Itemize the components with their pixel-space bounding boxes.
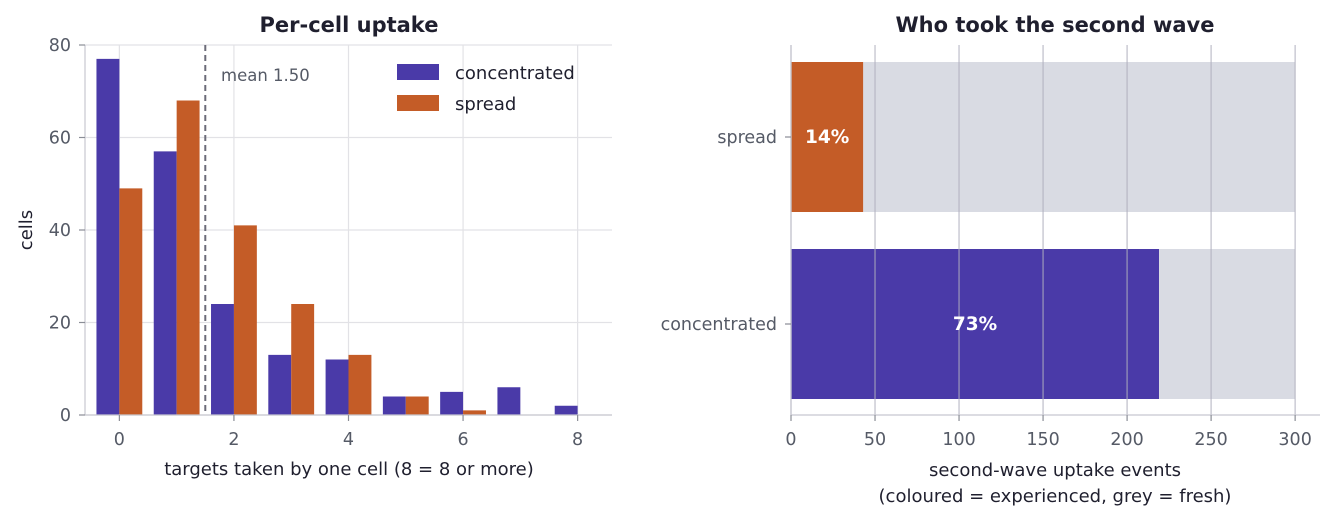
right-x-axis-label: second-wave uptake events <box>929 460 1181 481</box>
left-x-axis-label: targets taken by one cell (8 = 8 or more… <box>164 459 534 480</box>
right-y-tick-label: concentrated <box>661 315 777 335</box>
uptake-histogram: 0 20 40 60 80 0 2 4 6 8 mean 1.50 Per-cell uptak… <box>16 13 612 480</box>
bar-concentrated-2 <box>211 304 234 415</box>
left-x-tick-label: 2 <box>228 430 239 450</box>
bar-concentrated-6 <box>440 391 464 415</box>
bar-spread-2 <box>233 225 257 415</box>
right-x-tick-label: 0 <box>785 430 796 450</box>
bar-experienced-spread <box>791 62 864 212</box>
bar-concentrated-0 <box>96 58 120 415</box>
right-x-tick-label: 300 <box>1278 430 1311 450</box>
bar-spread-0 <box>119 188 143 415</box>
left-y-tick-label: 40 <box>49 221 71 241</box>
left-x-tick-label: 4 <box>343 430 354 450</box>
pct-label-concentrated: 73% <box>953 314 997 335</box>
legend-label-concentrated: concentrated <box>455 63 575 84</box>
pct-label-spread: 14% <box>805 127 849 148</box>
right-x-tick-label: 250 <box>1194 430 1227 450</box>
left-y-tick-label: 80 <box>49 36 71 56</box>
left-chart-title: Per-cell uptake <box>260 13 439 37</box>
bar-spread-1 <box>176 100 200 415</box>
bar-fresh-concentrated <box>1159 249 1296 399</box>
right-y-tick-label: spread <box>717 128 777 148</box>
bar-spread-3 <box>291 304 315 415</box>
left-x-tick-label: 8 <box>572 430 583 450</box>
right-x-tick-label: 150 <box>1026 430 1059 450</box>
left-y-tick-label: 0 <box>60 406 71 426</box>
bar-concentrated-5 <box>382 396 406 415</box>
legend-swatch-concentrated <box>397 64 439 80</box>
bar-concentrated-7 <box>497 387 521 415</box>
left-x-tick-label: 6 <box>457 430 468 450</box>
legend: concentrated spread <box>397 63 575 115</box>
right-chart-title: Who took the second wave <box>896 13 1215 37</box>
left-y-tick-label: 20 <box>49 314 71 334</box>
right-x-tick-label: 100 <box>942 430 975 450</box>
bar-spread-5 <box>405 396 429 415</box>
mean-label: mean 1.50 <box>221 66 310 85</box>
bar-concentrated-1 <box>153 151 177 415</box>
bar-fresh-spread <box>863 62 1296 212</box>
legend-swatch-spread <box>397 95 439 111</box>
bar-concentrated-3 <box>268 354 292 415</box>
bar-concentrated-8 <box>554 405 578 415</box>
bar-spread-6 <box>463 410 486 415</box>
left-y-tick-label: 60 <box>49 129 71 149</box>
left-y-axis-label: cells <box>16 210 37 250</box>
bar-experienced-concentrated <box>791 249 1160 399</box>
right-x-axis-sublabel: (coloured = experienced, grey = fresh) <box>879 486 1232 507</box>
bar-spread-4 <box>348 354 372 415</box>
right-x-tick-label: 200 <box>1110 430 1143 450</box>
left-x-tick-label: 0 <box>114 430 125 450</box>
bar-concentrated-4 <box>325 359 349 415</box>
right-x-tick-label: 50 <box>864 430 886 450</box>
legend-label-spread: spread <box>455 94 516 115</box>
second-wave-chart: 14% 73% 0 50 100 150 200 250 300 spread concentr… <box>661 13 1320 507</box>
